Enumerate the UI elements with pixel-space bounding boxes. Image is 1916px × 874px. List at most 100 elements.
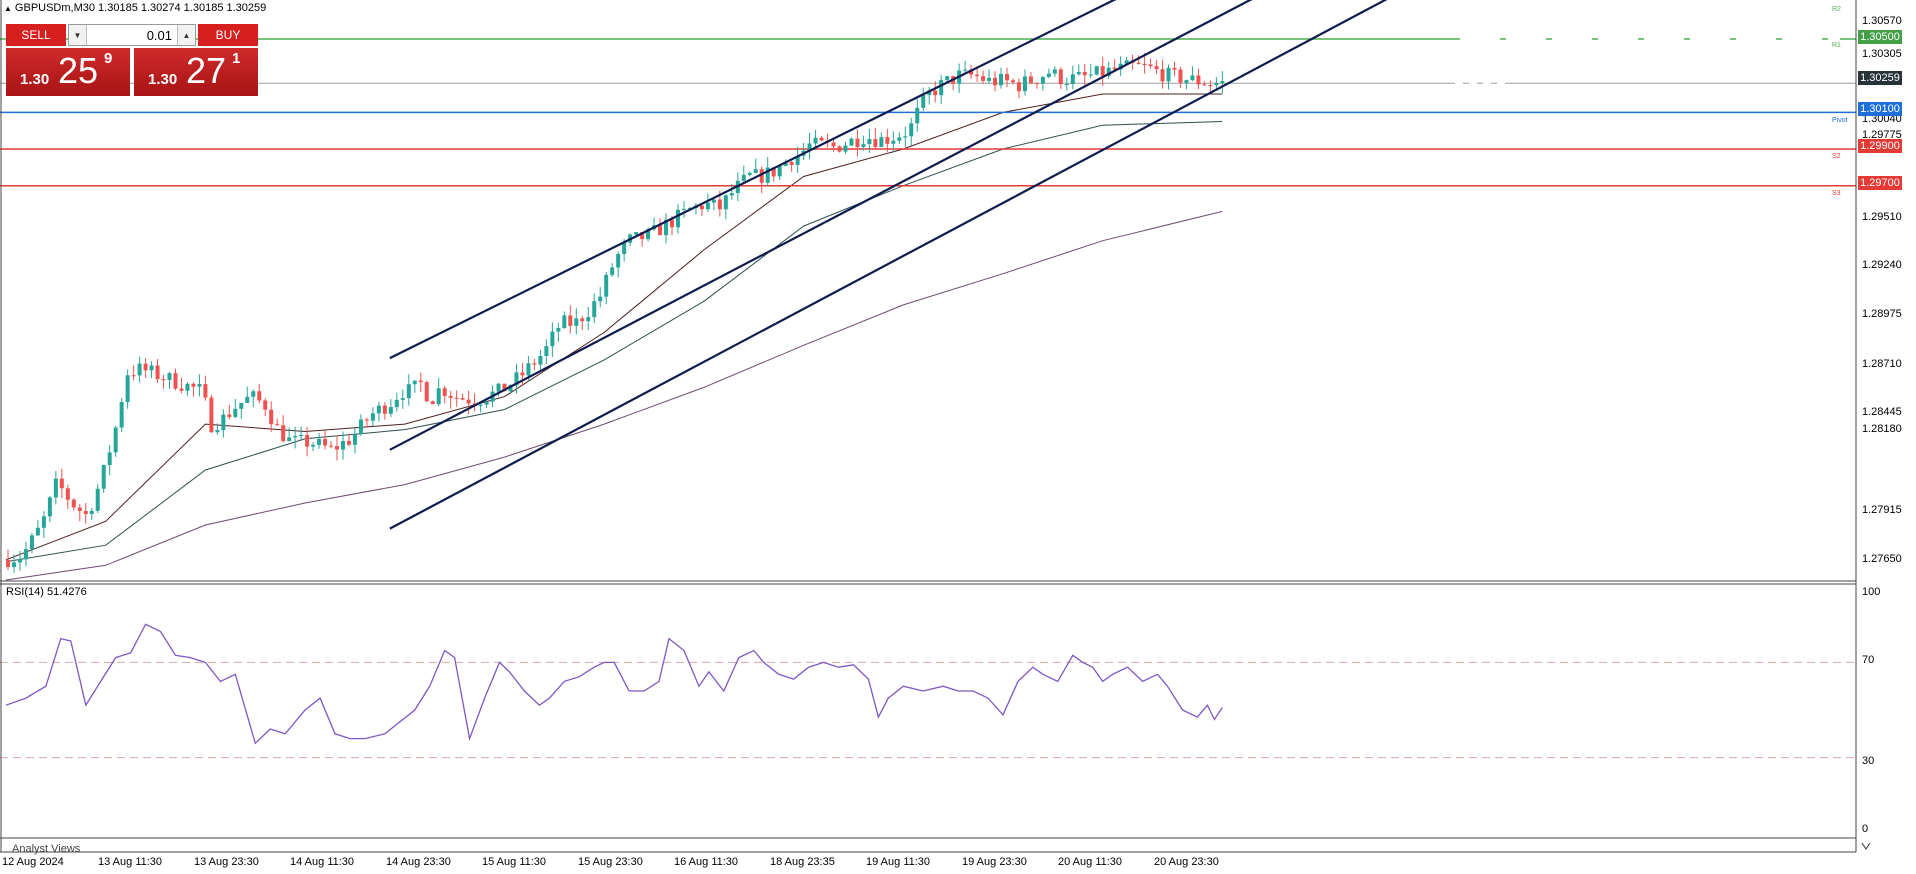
candle-body (969, 69, 974, 75)
candle-body (59, 478, 64, 489)
candle-body (759, 169, 764, 183)
candle-body (765, 167, 770, 183)
candle-body (598, 296, 603, 302)
candle-body (1214, 82, 1219, 86)
candle-body (287, 437, 292, 442)
sell-price-prefix: 1.30 (20, 71, 50, 88)
candle-body (1106, 67, 1111, 77)
candle-body (993, 77, 998, 86)
pivot-price-tag: 1.30100 (1858, 102, 1902, 116)
candle-body (1124, 60, 1129, 64)
candle-body (1058, 69, 1063, 85)
candle-body (789, 161, 794, 165)
candle-body (29, 535, 34, 550)
candle-body (388, 407, 393, 414)
candle-body (400, 398, 405, 400)
channel-trendline-1[interactable] (389, 0, 1143, 360)
chart-header: ▲ GBPUSDm,M30 1.30185 1.30274 1.30185 1.3… (4, 2, 266, 14)
current-price-tag: 1.30259 (1858, 71, 1902, 85)
time-axis-label: 15 Aug 11:30 (482, 856, 547, 868)
analyst-views-tab[interactable]: Analyst Views (12, 843, 81, 855)
candle-body (11, 562, 16, 567)
price-axis-label: 1.30570 (1862, 15, 1902, 27)
collapse-triangle-icon[interactable]: ▲ (4, 4, 12, 13)
candle-body (1040, 77, 1045, 84)
rsi-axis-label: 0 (1862, 823, 1869, 835)
candle-body (933, 90, 938, 96)
channel-trendline-2[interactable] (389, 0, 1277, 451)
candle-body (382, 405, 387, 414)
candle-body (305, 434, 310, 447)
candle-body (394, 399, 399, 408)
candle-body (376, 405, 381, 414)
buy-button[interactable]: BUY (198, 24, 258, 46)
candle-body (699, 205, 704, 210)
candle-body (681, 208, 686, 210)
candle-body (293, 436, 298, 438)
candle-body (107, 452, 112, 466)
candle-body (346, 441, 351, 445)
candle-body (406, 384, 411, 399)
candle-body (550, 331, 555, 347)
time-axis-label: 19 Aug 11:30 (866, 856, 931, 868)
candle-body (1010, 80, 1015, 83)
candle-body (41, 516, 46, 528)
candle-body (257, 391, 262, 401)
candle-body (185, 383, 190, 391)
candle-body (783, 161, 788, 166)
chart-shift-icon[interactable] (1861, 842, 1871, 850)
candle-body (723, 195, 728, 210)
sell-button[interactable]: SELL (6, 24, 66, 46)
candle-body (1136, 62, 1141, 64)
buy-quote[interactable]: 1.30 27 1 (134, 48, 258, 96)
candle-body (1154, 66, 1159, 70)
candle-body (412, 380, 417, 385)
candle-body (203, 384, 208, 398)
candle-body (520, 372, 525, 376)
candle-body (245, 396, 250, 403)
s3-price-tag: 1.29700 (1858, 176, 1902, 190)
candle-body (484, 401, 489, 405)
price-axis-label: 1.27650 (1862, 553, 1902, 565)
lot-decrease-icon[interactable]: ▼ (69, 25, 87, 45)
candle-body (616, 253, 621, 268)
candle-body (556, 327, 561, 332)
one-click-trading-panel: SELL ▼ ▲ BUY 1.30 25 9 1.30 27 1 (6, 24, 258, 98)
time-axis-label: 12 Aug 2024 (2, 856, 64, 868)
candle-body (466, 399, 471, 404)
lot-increase-icon[interactable]: ▲ (177, 25, 195, 45)
candle-body (711, 199, 716, 203)
candle-body (813, 137, 818, 144)
candle-body (634, 232, 639, 235)
time-axis-label: 15 Aug 23:30 (578, 856, 643, 868)
candle-body (807, 143, 812, 151)
candle-body (1196, 75, 1201, 85)
candle-body (155, 365, 160, 380)
candle-body (1046, 73, 1051, 78)
candle-body (478, 404, 483, 406)
r2-level-tag: R2 (1832, 6, 1841, 13)
candle-body (131, 375, 136, 377)
candle-body (1070, 74, 1075, 85)
candle-body (47, 497, 52, 517)
candle-body (1160, 69, 1165, 82)
candle-body (167, 373, 172, 380)
sell-quote[interactable]: 1.30 25 9 (6, 48, 130, 96)
candle-body (1076, 71, 1081, 75)
buy-price-fraction: 1 (232, 50, 241, 67)
candle-body (705, 202, 710, 210)
candle-body (340, 441, 345, 450)
candle-body (586, 317, 591, 322)
lot-size-input[interactable] (88, 25, 176, 45)
candle-body (173, 373, 178, 389)
candle-body (843, 145, 848, 152)
candle-body (424, 382, 429, 402)
channel-trendline-3[interactable] (389, 0, 1412, 530)
candle-body (592, 301, 597, 318)
candle-body (1016, 82, 1021, 92)
price-axis-label: 1.28180 (1862, 423, 1902, 435)
pivot-level-tag: Pivot (1832, 117, 1848, 124)
candle-body (867, 139, 872, 145)
time-axis-label: 19 Aug 23:30 (962, 856, 1027, 868)
